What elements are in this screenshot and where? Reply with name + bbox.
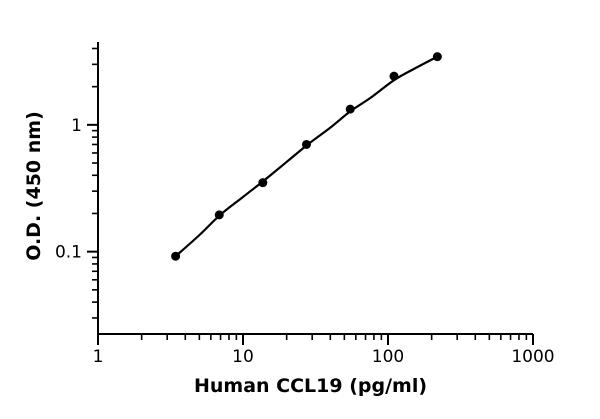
y-axis-title: O.D. (450 nm) bbox=[23, 111, 45, 261]
data-point bbox=[214, 210, 224, 220]
data-points bbox=[171, 52, 442, 261]
data-point bbox=[389, 71, 399, 81]
x-tick-label: 1 bbox=[93, 347, 104, 367]
data-point bbox=[171, 251, 181, 261]
data-point bbox=[345, 104, 355, 114]
fit-curve bbox=[174, 55, 438, 258]
axes bbox=[97, 42, 533, 335]
x-tick-label: 1000 bbox=[511, 347, 554, 367]
x-tick-label: 10 bbox=[232, 347, 254, 367]
fit-curve-layer bbox=[174, 55, 438, 258]
data-point bbox=[258, 178, 268, 188]
ticks: 1 10 100 1000 0.1 1 bbox=[55, 47, 555, 367]
y-tick-label: 0.1 bbox=[55, 243, 82, 263]
data-point bbox=[432, 52, 442, 62]
data-point bbox=[301, 139, 311, 149]
x-axis-title: Human CCL19 (pg/ml) bbox=[194, 375, 427, 397]
x-tick-label: 100 bbox=[372, 347, 404, 367]
y-tick-label: 1 bbox=[71, 116, 82, 136]
